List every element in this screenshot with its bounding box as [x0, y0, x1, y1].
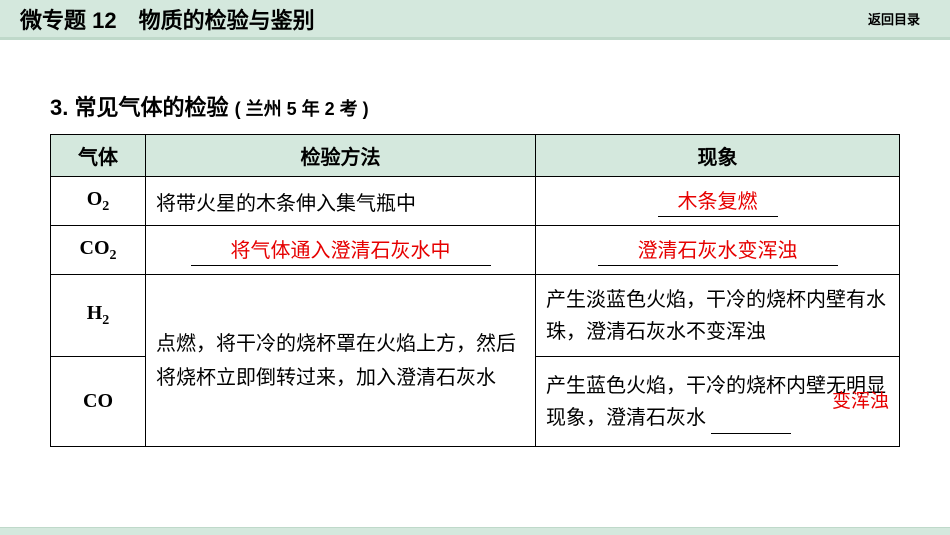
method-o2: 将带火星的木条伸入集气瓶中	[146, 177, 536, 226]
section-note: ( 兰州 5 年 2 考 )	[235, 99, 369, 119]
gas-co2: CO2	[51, 226, 146, 275]
gas-co: CO	[51, 357, 146, 447]
answer-co2-phenom: 澄清石灰水变浑浊	[598, 234, 838, 266]
phenom-o2: 木条复燃	[536, 177, 900, 226]
header-title: 微专题 12 物质的检验与鉴别	[20, 3, 315, 35]
row-h2: H2 点燃，将干冷的烧杯罩在火焰上方，然后将烧杯立即倒转过来，加入澄清石灰水 产…	[51, 275, 900, 357]
phenom-co: 产生蓝色火焰，干冷的烧杯内壁无明显现象，澄清石灰水 变浑浊	[536, 357, 900, 447]
section-title: 3. 常见气体的检验 ( 兰州 5 年 2 考 )	[50, 90, 900, 122]
method-co2: 将气体通入澄清石灰水中	[146, 226, 536, 275]
gas-o2: O2	[51, 177, 146, 226]
gas-o2-sym: O	[87, 188, 103, 210]
answer-o2: 木条复燃	[658, 185, 778, 217]
phenom-h2: 产生淡蓝色火焰，干冷的烧杯内壁有水珠，澄清石灰水不变浑浊	[536, 275, 900, 357]
blank-co	[711, 412, 791, 434]
gas-co2-sym: CO	[80, 237, 110, 259]
phenom-co2: 澄清石灰水变浑浊	[536, 226, 900, 275]
page-footer	[0, 527, 950, 535]
header-method: 检验方法	[146, 135, 536, 177]
row-o2: O2 将带火星的木条伸入集气瓶中 木条复燃	[51, 177, 900, 226]
gas-co2-sub: 2	[110, 248, 117, 263]
answer-co: 变浑浊	[832, 387, 889, 417]
gas-test-table: 气体 检验方法 现象 O2 将带火星的木条伸入集气瓶中 木条复燃 CO2 将气体…	[50, 134, 900, 447]
section-heading: 常见气体的检验	[74, 95, 228, 120]
header-phenomenon: 现象	[536, 135, 900, 177]
section-number: 3.	[50, 95, 68, 120]
table-header-row: 气体 检验方法 现象	[51, 135, 900, 177]
gas-h2: H2	[51, 275, 146, 357]
gas-h2-sub: 2	[102, 313, 109, 328]
gas-o2-sub: 2	[102, 199, 109, 214]
header-gas: 气体	[51, 135, 146, 177]
method-shared: 点燃，将干冷的烧杯罩在火焰上方，然后将烧杯立即倒转过来，加入澄清石灰水	[146, 275, 536, 447]
return-link[interactable]: 返回目录	[868, 9, 920, 28]
page-header: 微专题 12 物质的检验与鉴别 返回目录	[0, 0, 950, 40]
main-content: 3. 常见气体的检验 ( 兰州 5 年 2 考 ) 气体 检验方法 现象 O2 …	[0, 40, 950, 467]
answer-co2-method: 将气体通入澄清石灰水中	[191, 234, 491, 266]
gas-h2-sym: H	[87, 302, 103, 324]
row-co2: CO2 将气体通入澄清石灰水中 澄清石灰水变浑浊	[51, 226, 900, 275]
